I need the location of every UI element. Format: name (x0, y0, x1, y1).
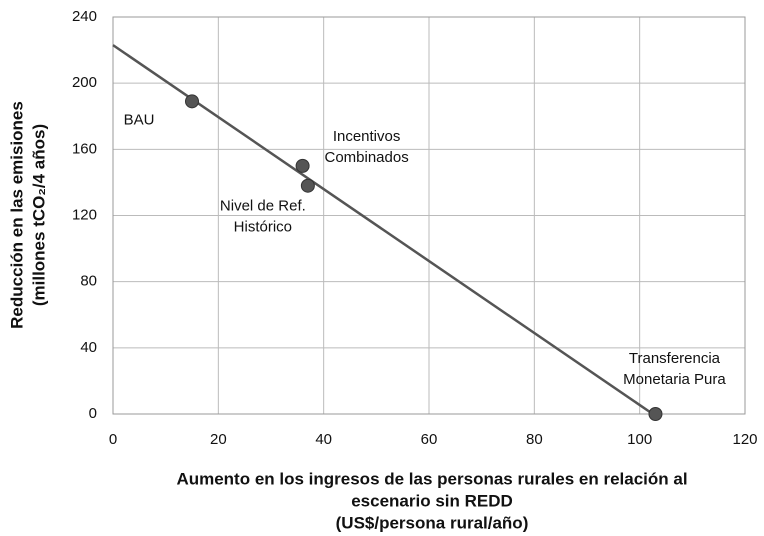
point-label: Histórico (234, 219, 292, 236)
x-axis-title: escenario sin REDD (351, 491, 513, 510)
x-tick-label: 20 (210, 431, 227, 448)
y-tick-label: 80 (80, 273, 97, 290)
y-tick-label: 40 (80, 339, 97, 356)
point (295, 158, 310, 173)
y-tick-label: 120 (72, 206, 97, 223)
trend-line (112, 44, 654, 416)
y-tick-label: 240 (72, 8, 97, 25)
point-label: BAU (124, 111, 155, 128)
x-tick-label: 40 (315, 431, 332, 448)
point-label: Nivel de Ref. (220, 198, 306, 215)
x-tick-label: 80 (526, 431, 543, 448)
x-tick-label: 100 (627, 431, 652, 448)
x-tick-label: 60 (421, 431, 438, 448)
point-label: Incentivos (333, 128, 401, 145)
point (185, 94, 199, 109)
y-tick-label: 0 (89, 405, 97, 422)
y-tick-label: 200 (72, 74, 97, 91)
point-label: Combinados (324, 149, 408, 166)
y-axis-title: (millones tCO₂/4 años) (29, 124, 48, 306)
y-tick-label: 160 (72, 140, 97, 157)
y-axis-title: Reducción en las emisiones (7, 101, 26, 329)
plot-border (112, 16, 746, 415)
point-label: Monetaria Pura (623, 371, 726, 388)
x-tick-label: 0 (109, 431, 117, 448)
x-tick-label: 120 (732, 431, 757, 448)
point (648, 407, 663, 421)
x-axis-title: (US$/persona rural/año) (336, 513, 529, 532)
x-axis-title: Aumento en los ingresos de las personas … (176, 469, 687, 488)
point (300, 178, 315, 193)
point-label: Transferencia (629, 350, 721, 367)
